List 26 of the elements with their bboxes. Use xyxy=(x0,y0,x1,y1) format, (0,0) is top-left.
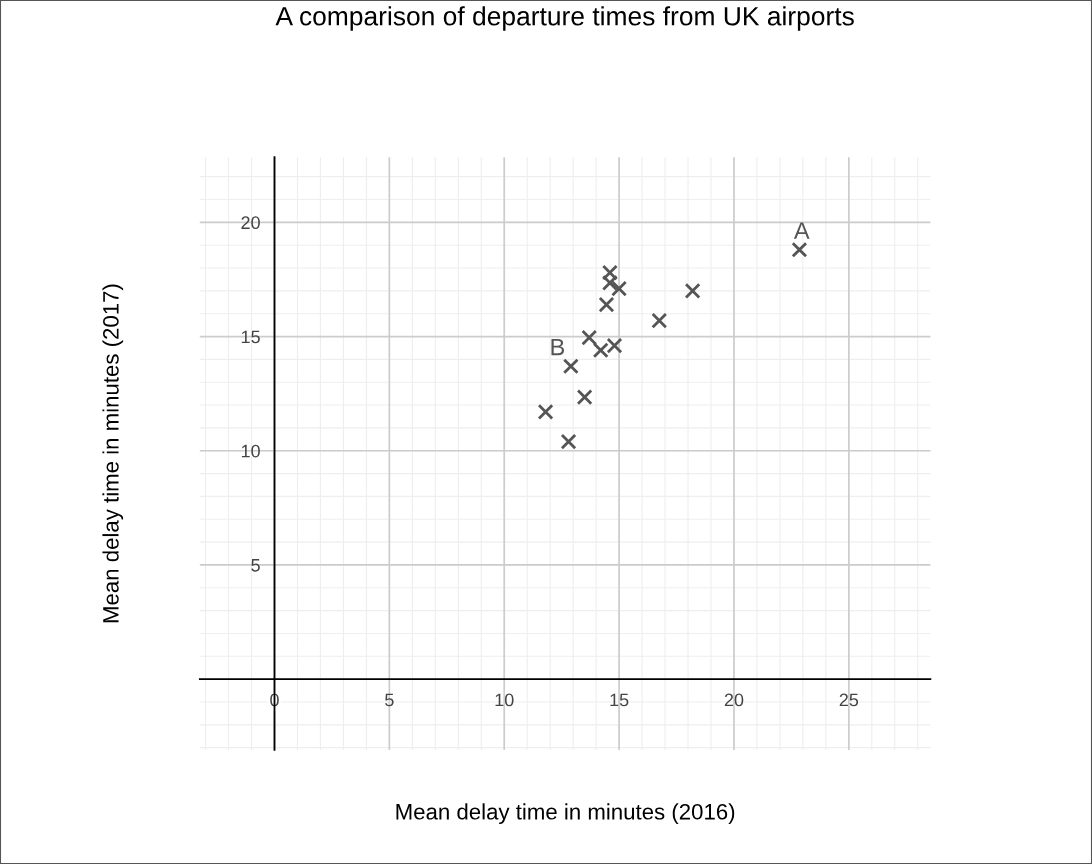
point xyxy=(560,433,577,450)
y-tick-label: 5 xyxy=(251,559,260,572)
y-tick-label: 20 xyxy=(241,216,260,230)
annotation: A xyxy=(793,222,810,239)
point xyxy=(601,264,618,281)
point xyxy=(537,403,554,420)
point xyxy=(611,280,628,297)
x-tick-label: 15 xyxy=(610,693,629,707)
y-axis-title: Mean delay time in minutes (2017) xyxy=(102,284,124,623)
point xyxy=(791,241,808,258)
x-tick-label: 25 xyxy=(839,693,859,707)
x-axis-title: Mean delay time in minutes (2016) xyxy=(396,803,735,825)
point xyxy=(581,329,598,346)
point xyxy=(601,274,618,291)
y-tick-label: 10 xyxy=(241,444,260,458)
point xyxy=(576,389,593,406)
chart-title: A comparison of departure times from UK airports xyxy=(275,6,854,31)
point xyxy=(651,312,668,329)
x-tick-label: 10 xyxy=(495,693,514,707)
x-tick-label: 20 xyxy=(724,693,744,707)
y-tick-label: 15 xyxy=(241,330,260,344)
x-tick-label: 5 xyxy=(385,693,394,707)
annotation: B xyxy=(551,338,565,356)
point xyxy=(598,296,615,313)
point xyxy=(684,282,701,299)
point xyxy=(562,358,579,375)
